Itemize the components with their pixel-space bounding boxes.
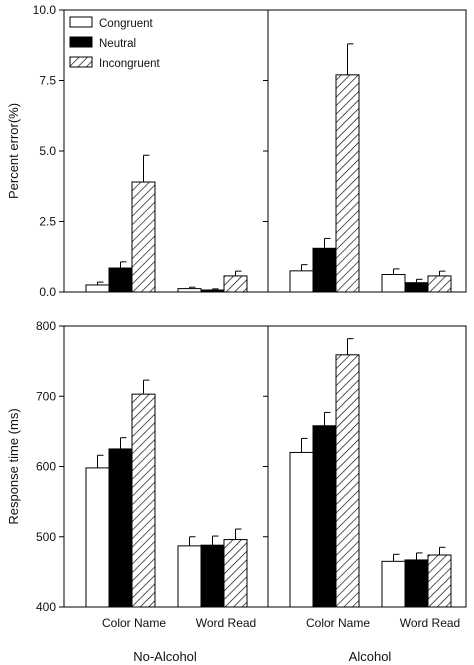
legend-swatch-congruent: [69, 16, 93, 28]
bar-congruent: [85, 467, 110, 608]
bar-neutral: [200, 544, 225, 608]
y-tick-label: 400: [36, 600, 56, 614]
bar-incongruent: [427, 275, 452, 293]
group-label: No-Alcohol: [133, 649, 197, 664]
y-tick-label: 600: [36, 460, 56, 474]
legend-label-congruent: Congruent: [99, 18, 154, 30]
bar-congruent: [85, 284, 110, 293]
legend-label-neutral: Neutral: [99, 38, 136, 50]
y-axis-label: Response time (ms): [6, 408, 21, 524]
y-tick-label: 2.5: [39, 215, 56, 229]
bar-neutral: [200, 289, 225, 293]
y-tick-label: 5.0: [39, 144, 56, 158]
y-tick-label: 7.5: [39, 74, 56, 88]
bar-congruent: [381, 560, 406, 608]
bar-incongruent: [335, 74, 360, 293]
bar-incongruent: [223, 539, 248, 608]
legend-label-incongruent: Incongruent: [99, 58, 161, 70]
x-category-label: Color Name: [102, 616, 166, 630]
x-category-label: Word Read: [400, 616, 460, 630]
y-tick-label: 800: [36, 319, 56, 333]
x-category-label: Word Read: [196, 616, 256, 630]
bar-neutral: [312, 247, 337, 293]
bar-neutral: [404, 282, 429, 293]
bar-incongruent: [427, 554, 452, 608]
legend-swatch-neutral: [69, 36, 93, 48]
y-tick-label: 10.0: [33, 3, 57, 17]
bar-congruent: [177, 545, 202, 608]
bar-incongruent: [131, 181, 156, 293]
bar-incongruent: [223, 275, 248, 293]
bar-neutral: [108, 267, 133, 293]
bar-congruent: [289, 451, 314, 608]
bar-neutral: [108, 448, 133, 608]
bar-incongruent: [335, 354, 360, 608]
y-tick-label: 700: [36, 389, 56, 403]
legend-swatch-incongruent: [69, 56, 93, 68]
y-tick-label: 0.0: [39, 285, 56, 299]
bar-incongruent: [131, 393, 156, 608]
x-category-label: Color Name: [306, 616, 370, 630]
bar-neutral: [312, 425, 337, 608]
bar-neutral: [404, 559, 429, 608]
y-axis-label: Percent error(%): [6, 103, 21, 199]
bar-congruent: [177, 288, 202, 293]
group-label: Alcohol: [349, 649, 392, 664]
bar-congruent: [381, 274, 406, 293]
y-tick-label: 500: [36, 530, 56, 544]
bar-congruent: [289, 270, 314, 293]
